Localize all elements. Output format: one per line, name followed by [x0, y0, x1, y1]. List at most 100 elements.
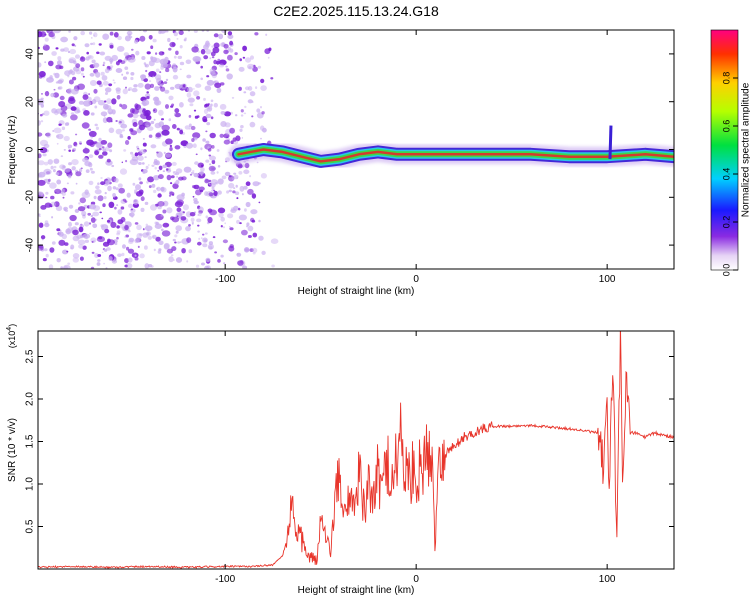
noise-speck: [77, 110, 81, 113]
noise-speck: [250, 217, 255, 223]
noise-speck: [47, 182, 50, 185]
noise-speck: [40, 120, 44, 123]
x-tick-label: -100: [215, 574, 235, 585]
noise-speck: [38, 179, 46, 186]
noise-speck: [197, 230, 200, 233]
noise-speck: [152, 236, 155, 238]
noise-speck: [144, 225, 153, 231]
noise-speck: [182, 204, 189, 211]
noise-speck: [114, 206, 117, 210]
noise-speck: [70, 112, 75, 115]
noise-speck: [230, 208, 237, 213]
noise-speck: [186, 142, 194, 149]
noise-speck: [230, 140, 234, 144]
noise-speck: [258, 235, 264, 241]
noise-speck: [123, 52, 129, 57]
noise-speck: [44, 91, 50, 97]
noise-speck: [226, 190, 230, 194]
noise-speck: [99, 51, 106, 56]
noise-speck: [128, 230, 131, 233]
noise-speck: [90, 201, 96, 205]
colorbar-tick-label: 0.4: [721, 168, 731, 181]
noise-speck: [247, 225, 254, 232]
noise-speck: [193, 172, 199, 178]
noise-speck: [79, 235, 84, 239]
noise-speck: [98, 154, 104, 159]
noise-speck: [81, 122, 90, 129]
noise-speck: [168, 47, 172, 51]
noise-speck: [161, 118, 164, 121]
spectrogram-y-axis-label: Frequency (Hz): [7, 116, 18, 185]
noise-speck: [57, 86, 61, 90]
noise-speck: [40, 235, 46, 240]
snr-x-axis-label: Height of straight line (km): [298, 585, 415, 596]
noise-speck: [68, 146, 70, 149]
noise-speck: [53, 165, 57, 169]
noise-speck: [111, 98, 117, 105]
noise-speck: [267, 56, 270, 59]
noise-speck: [137, 245, 140, 248]
noise-speck: [239, 58, 242, 62]
noise-speck: [241, 137, 244, 139]
noise-speck: [242, 45, 248, 52]
noise-speck: [53, 92, 59, 98]
noise-speck: [38, 191, 44, 196]
noise-speck: [203, 44, 209, 50]
noise-speck: [114, 242, 118, 246]
noise-speck: [213, 33, 219, 38]
noise-speck: [131, 48, 134, 51]
noise-speck: [160, 228, 164, 232]
noise-speck: [75, 182, 78, 185]
noise-speck: [155, 52, 158, 55]
noise-speck: [131, 156, 139, 162]
noise-speck: [38, 62, 42, 68]
noise-speck: [55, 47, 59, 50]
noise-speck: [229, 40, 234, 46]
noise-speck: [96, 51, 100, 55]
noise-speck: [243, 169, 250, 175]
noise-speck: [258, 201, 261, 204]
noise-speck: [186, 92, 192, 98]
noise-speck: [41, 93, 43, 95]
noise-speck: [134, 103, 139, 109]
noise-speck: [188, 224, 191, 227]
noise-speck: [116, 236, 119, 240]
noise-speck: [256, 161, 259, 164]
noise-speck: [205, 257, 211, 263]
noise-speck: [179, 102, 184, 108]
noise-speck: [186, 260, 189, 263]
noise-speck: [94, 189, 102, 195]
noise-speck: [172, 238, 176, 242]
spectrogram-x-axis-label: Height of straight line (km): [298, 286, 415, 297]
noise-speck: [205, 159, 210, 163]
noise-speck: [55, 172, 60, 176]
y-tick-label: 1.5: [25, 434, 36, 448]
noise-speck: [44, 34, 47, 36]
noise-speck: [109, 149, 113, 153]
noise-speck: [98, 147, 102, 151]
noise-speck: [271, 264, 275, 268]
noise-speck: [156, 77, 162, 84]
noise-speck: [177, 241, 181, 244]
noise-speck: [100, 181, 106, 186]
noise-speck: [161, 129, 170, 136]
noise-speck: [200, 147, 203, 151]
noise-speck: [38, 160, 45, 166]
y-tick-label: 1.0: [25, 477, 36, 491]
noise-speck: [191, 138, 195, 142]
noise-speck: [206, 75, 210, 78]
noise-speck: [189, 212, 196, 217]
noise-speck: [171, 246, 177, 252]
noise-speck: [140, 207, 145, 212]
y-tick-label: 2.5: [25, 349, 36, 363]
noise-speck: [144, 156, 147, 159]
noise-speck: [179, 129, 184, 135]
noise-speck: [171, 216, 180, 223]
noise-speck: [134, 152, 139, 157]
noise-speck: [143, 78, 148, 83]
noise-speck: [38, 222, 44, 228]
noise-speck: [163, 81, 168, 84]
noise-speck: [181, 192, 185, 197]
noise-speck: [146, 51, 151, 55]
noise-speck: [205, 215, 209, 219]
